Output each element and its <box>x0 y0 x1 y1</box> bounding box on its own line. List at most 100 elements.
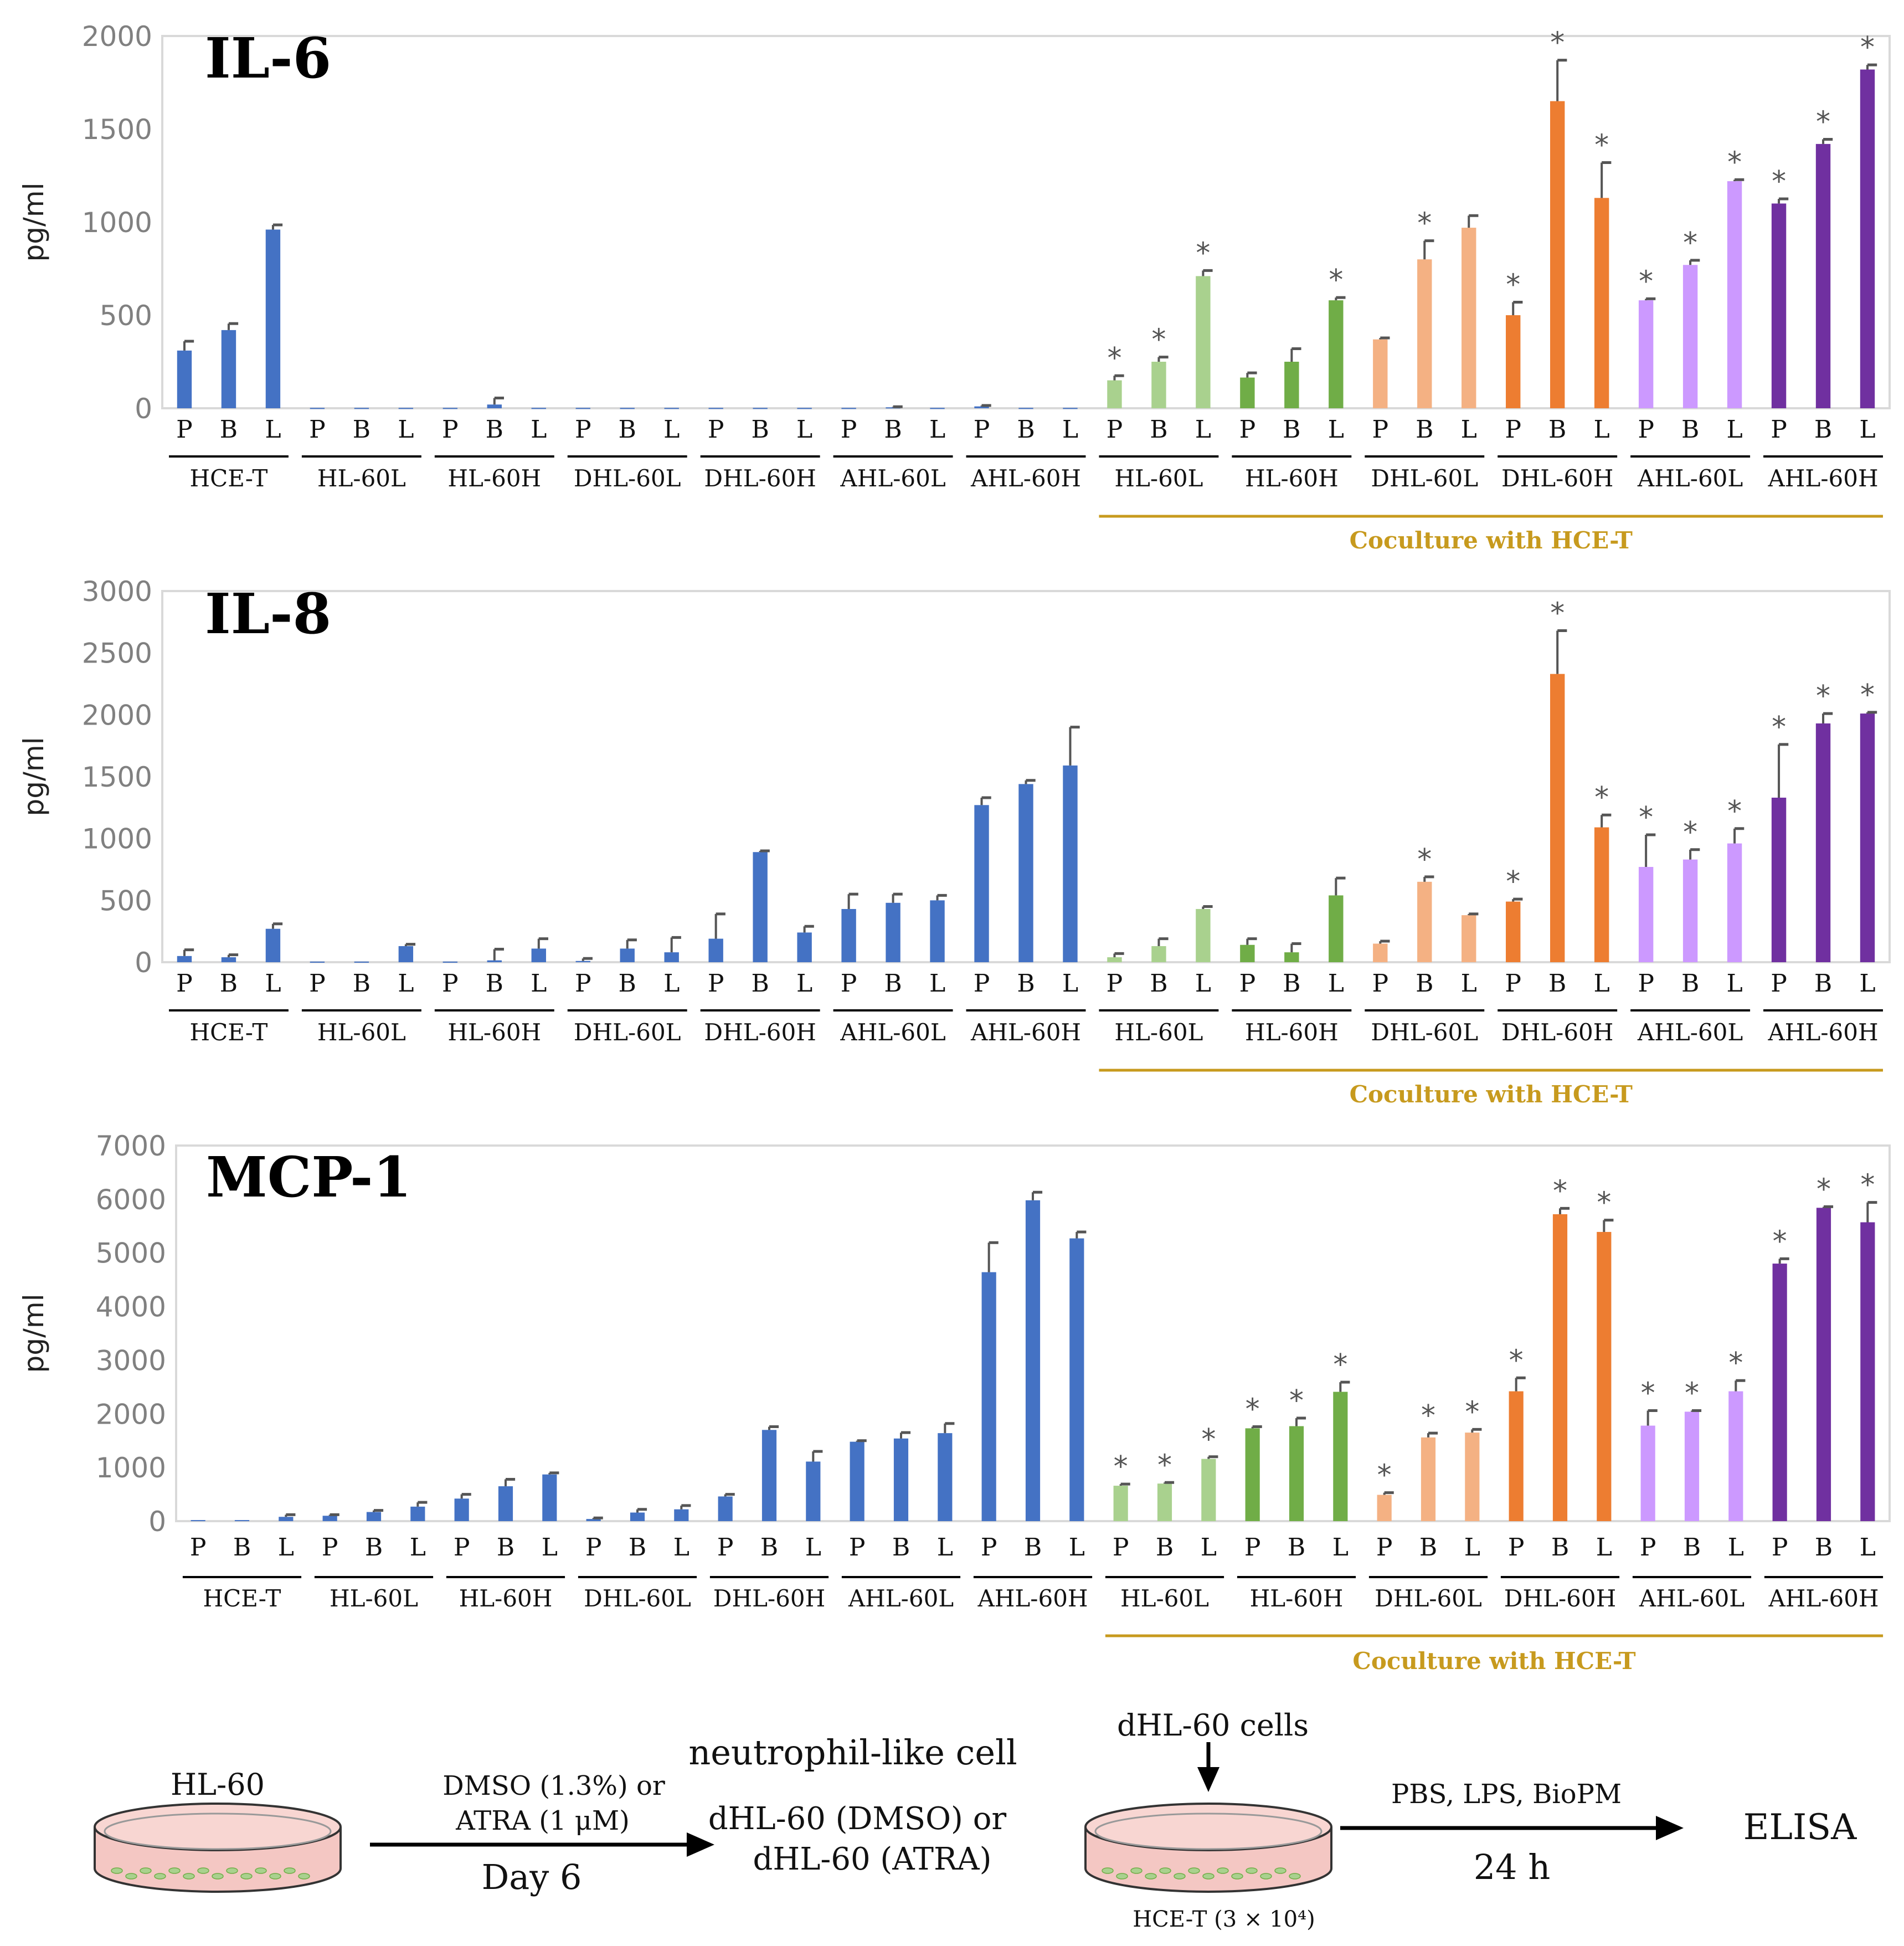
significance-star: * <box>1860 1169 1875 1202</box>
category-label: P <box>841 415 857 444</box>
significance-star: * <box>1683 227 1697 260</box>
significance-star: * <box>1641 1377 1655 1410</box>
bar <box>930 408 945 409</box>
bar <box>630 1512 645 1521</box>
bar <box>1025 1200 1041 1521</box>
category-label: L <box>398 969 414 998</box>
category-label: B <box>1283 415 1300 444</box>
bar <box>177 350 192 408</box>
bar <box>930 900 945 962</box>
group-label: HL-60H <box>447 465 541 492</box>
group-label: AHL-60H <box>977 1585 1088 1612</box>
bar <box>1289 1426 1304 1521</box>
group-label: AHL-60H <box>970 1019 1081 1046</box>
significance-star: * <box>1685 1377 1699 1410</box>
y-tick-label: 2000 <box>96 1398 166 1430</box>
bar <box>1151 946 1166 962</box>
category-label: P <box>974 969 990 998</box>
category-label: P <box>1244 1533 1261 1562</box>
category-label: B <box>1288 1533 1305 1562</box>
group-label: AHL-60L <box>840 1019 945 1046</box>
y-tick-label: 2000 <box>82 699 152 731</box>
bar <box>586 1519 601 1521</box>
category-label: P <box>454 1533 470 1562</box>
category-label: L <box>1195 969 1211 998</box>
category-label: B <box>1814 969 1832 998</box>
group-label: DHL-60H <box>1504 1585 1616 1612</box>
bar <box>1462 915 1476 962</box>
category-label: P <box>708 415 724 444</box>
significance-star: * <box>1377 1459 1392 1492</box>
category-label: P <box>1638 969 1654 998</box>
category-label: L <box>1195 415 1211 444</box>
category-label: B <box>1416 415 1433 444</box>
bar <box>1329 300 1344 408</box>
bar <box>753 852 768 962</box>
category-label: B <box>1681 969 1699 998</box>
category-label: P <box>575 415 591 444</box>
y-axis-label: pg/ml <box>18 1294 50 1373</box>
group-label: HL-60L <box>317 1019 406 1046</box>
bar <box>265 928 281 962</box>
bar <box>487 960 502 962</box>
bar <box>1506 901 1521 962</box>
significance-star: * <box>1333 1348 1347 1382</box>
significance-star: * <box>1417 207 1432 240</box>
bar <box>841 408 856 409</box>
category-label: L <box>1328 415 1344 444</box>
plot-area <box>161 35 1891 409</box>
day-label: Day 6 <box>482 1857 582 1897</box>
category-label: B <box>1814 415 1832 444</box>
bar <box>1018 408 1033 409</box>
group-label: DHL-60L <box>574 465 681 492</box>
group-label: DHL-60L <box>1375 1585 1482 1612</box>
category-label: P <box>974 415 990 444</box>
chart-title: MCP-1 <box>206 1144 411 1210</box>
bar <box>542 1474 557 1521</box>
category-label: P <box>585 1533 602 1562</box>
coculture-label: Coculture with HCE-T <box>1350 1081 1633 1108</box>
bar <box>1196 908 1211 962</box>
group-label: HL-60L <box>1120 1585 1209 1612</box>
group-label: HL-60H <box>1245 465 1339 492</box>
category-label: L <box>673 1533 689 1562</box>
y-tick-label: 1000 <box>96 1452 166 1484</box>
category-label: L <box>1596 1533 1612 1562</box>
y-tick-label: 500 <box>100 300 152 332</box>
bar <box>718 1496 733 1521</box>
group-label: AHL-60H <box>970 465 1081 492</box>
group-label: DHL-60L <box>584 1585 691 1612</box>
group-label: AHL-60L <box>840 465 945 492</box>
category-label: B <box>1017 415 1035 444</box>
bar <box>1682 859 1698 962</box>
category-label: B <box>486 415 503 444</box>
step2-arrow <box>1340 1816 1684 1840</box>
category-label: L <box>1461 969 1477 998</box>
significance-star: * <box>1773 1225 1787 1258</box>
category-label: L <box>1201 1533 1217 1562</box>
add-cells-down-arrow <box>1197 1742 1219 1792</box>
bar <box>1284 952 1299 962</box>
category-label: B <box>629 1533 646 1562</box>
treatment-line1: DMSO (1.3%) or <box>442 1770 665 1801</box>
y-tick-label: 4000 <box>96 1291 166 1323</box>
y-tick-label: 3000 <box>82 576 152 608</box>
category-label: P <box>1372 969 1388 998</box>
category-label: B <box>619 969 636 998</box>
bar <box>1684 1411 1700 1521</box>
significance-star: * <box>1246 1393 1260 1426</box>
y-tick-label: 0 <box>135 393 152 425</box>
bar <box>442 961 458 963</box>
bar <box>761 1430 777 1521</box>
bar <box>1196 276 1211 408</box>
group-label: DHL-60H <box>713 1585 825 1612</box>
chart-mcp-1: 0 1000 2000 3000 4000 5000 6000 7000 pg/ml MCP-1 P… <box>18 1130 1891 1675</box>
bar <box>1594 827 1609 962</box>
y-tick-label: 5000 <box>96 1238 166 1270</box>
bar <box>234 1520 250 1522</box>
category-label: L <box>929 415 945 444</box>
group-label: DHL-60L <box>1371 465 1478 492</box>
y-tick-label: 1500 <box>82 761 152 793</box>
category-label: B <box>884 969 902 998</box>
group-label: AHL-60L <box>1637 465 1743 492</box>
